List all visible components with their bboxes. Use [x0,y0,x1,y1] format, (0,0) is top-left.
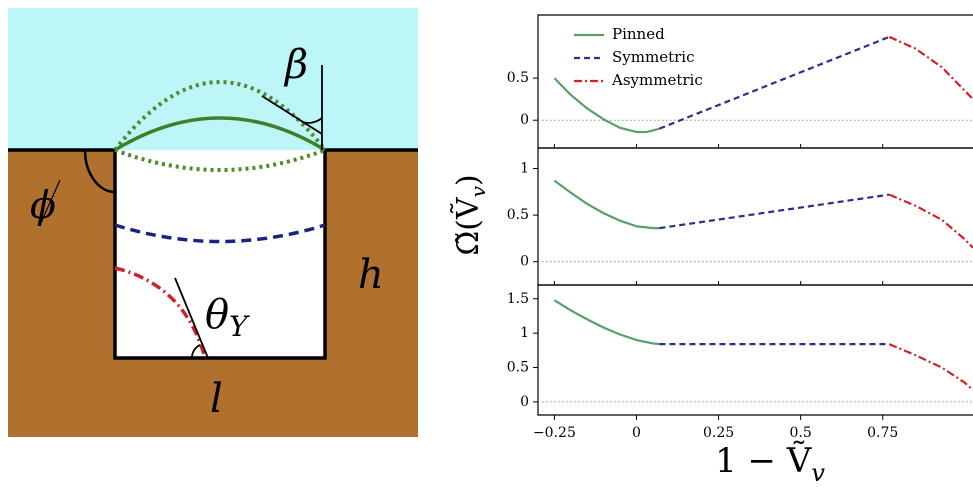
pinned-arc [114,116,326,152]
series-line [888,343,973,392]
angle-arc [83,149,116,194]
series-line [659,193,890,230]
lower-dotted-arc [114,148,326,172]
y-tick-label: 0.5 [507,207,529,223]
y-tick-label: 1 [520,325,529,341]
asymmetric-arc [114,266,207,359]
y-label-close: ) [451,174,486,186]
theta-label: θY [205,292,250,343]
x-tick-label: 0.25 [703,425,734,441]
phi-slash [39,179,61,226]
theta: θ [205,292,229,338]
angle-arc [191,344,201,359]
plot-area [553,179,973,249]
tangent [174,277,209,359]
phi-label: ϕ [30,183,56,227]
angle-arc [301,117,323,124]
y-tick-label: 0.5 [507,360,529,376]
diagram: β ϕ h θY l [8,8,418,437]
y-tick-label: 0.5 [507,70,529,86]
x-tick-label: 0 [632,425,641,441]
charts: 00.5PinnedSymmetricAsymmetric00.51Ω̃(Ṽv)… [450,14,973,487]
series-line [888,193,973,249]
cavity [115,150,325,358]
x-label-sub: v [811,459,825,487]
axes-frame [537,147,973,286]
x-tick-label: −0.25 [533,425,576,441]
tangent [261,95,323,135]
theta-sub: Y [229,310,250,343]
legend-label: Pinned [612,25,665,43]
x-tick-label: 0.5 [790,425,812,441]
surface [8,148,418,360]
series-line [553,179,660,230]
y-label-sub: v [466,185,490,197]
y-tick-label: 0 [520,254,529,270]
series-line [553,77,660,134]
y-axis-label: Ω̃(Ṽv) [450,174,490,255]
x-tick-label: 0.75 [867,425,898,441]
plot-area [553,35,973,134]
y-tick-label: 0 [520,112,529,128]
series-line [553,299,660,346]
axes-frame [537,284,973,416]
y-tick-label: 1 [520,161,529,177]
sky [8,8,418,150]
legend-label: Symmetric [612,48,694,66]
legend-label: Asymmetric [611,71,703,89]
l-label: l [210,376,223,422]
beta-label: β [283,42,308,88]
series-line [888,35,973,100]
plot-area [553,299,973,392]
x-axis-label: 1 − Ṽv [715,441,825,487]
x-label-main: 1 − Ṽ [715,441,813,481]
series-line [659,35,890,130]
y-tick-label: 0 [520,394,529,410]
h-label: h [358,252,384,298]
y-label-main: Ω̃(Ṽ [450,196,486,256]
y-tick-label: 1.5 [507,291,529,307]
